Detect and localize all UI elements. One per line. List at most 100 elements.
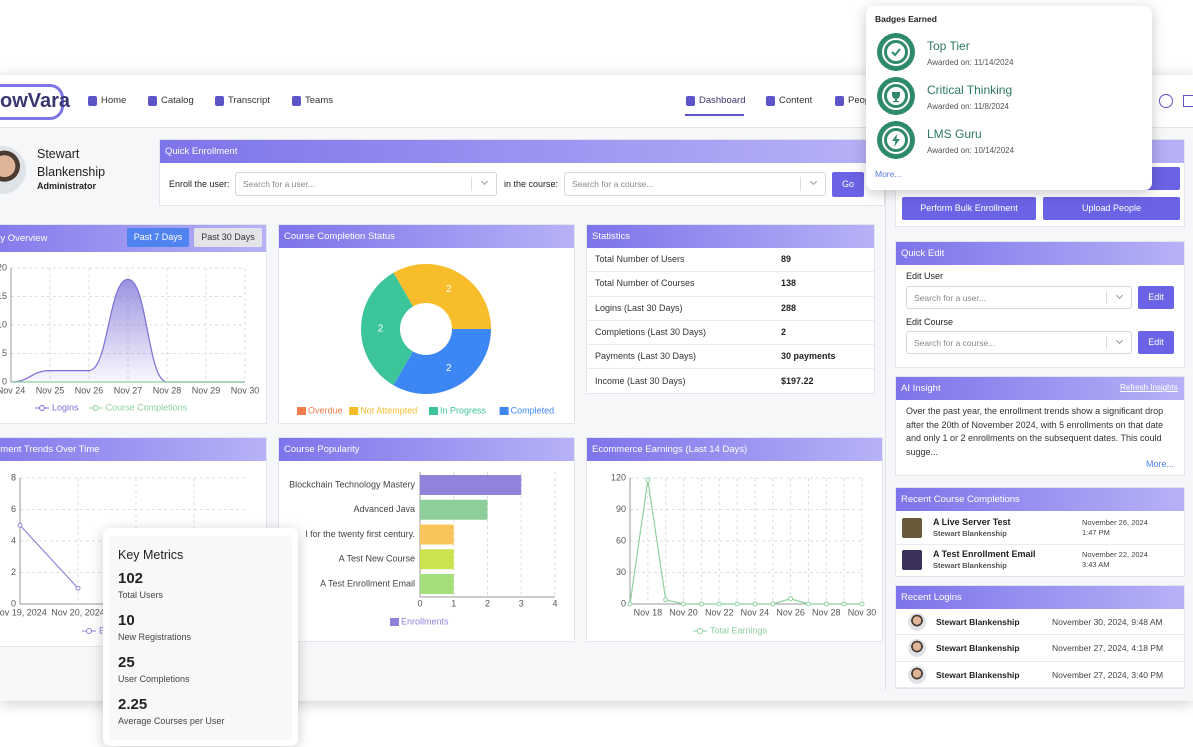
table-row: Income (Last 30 Days) $197.22	[587, 370, 874, 393]
nav-link[interactable]: Transcript	[228, 95, 270, 106]
button[interactable]: Edit	[1138, 286, 1174, 309]
point	[788, 596, 794, 602]
nav-link[interactable]: People	[848, 95, 878, 106]
badge-date: Awarded on: 11/8/2024	[927, 102, 1009, 111]
y-tick-label: 60	[616, 535, 626, 545]
row-label: Payments (Last 30 Days)	[595, 351, 697, 362]
search-input[interactable]: Search for a user...	[906, 286, 1132, 309]
label: Edit Course	[906, 317, 954, 327]
point	[698, 601, 704, 607]
button[interactable]: Edit	[1138, 331, 1174, 354]
x-tick-label: 4	[552, 598, 557, 608]
help-icon[interactable]	[1159, 94, 1173, 108]
y-tick-label: 8	[11, 472, 16, 482]
panel-header	[160, 140, 884, 163]
time: 1:47 PM	[1082, 528, 1110, 537]
y-tick-label: 2	[11, 567, 16, 577]
legend-marker	[86, 628, 92, 634]
nav-icon	[148, 96, 157, 106]
chart: 2 2 2 Overdue Not Attempted In Progress Comple…	[297, 263, 554, 415]
login-item: Stewart Blankenship November 27, 2024, 4:…	[896, 635, 1184, 662]
row-value: 30 payments	[781, 351, 836, 362]
legend-label: Enrollments	[401, 616, 449, 626]
badge-name: Top Tier	[927, 39, 970, 53]
button[interactable]: Past 7 Days	[127, 228, 189, 247]
area	[11, 279, 245, 382]
button[interactable]: Perform Bulk Enrollment	[902, 197, 1036, 220]
time: 3:43 AM	[1082, 560, 1110, 569]
nav-link[interactable]: Dashboard	[699, 95, 746, 106]
user-name: Stewart Blankenship	[37, 147, 106, 179]
button[interactable]: Go	[832, 172, 864, 197]
x-tick-label: Nov 30	[231, 385, 260, 395]
logo-ring	[0, 84, 64, 120]
panel-title: Quick Edit	[901, 247, 945, 259]
label: Enroll the user:	[169, 179, 230, 189]
refresh-link[interactable]: Refresh Insights	[1120, 383, 1178, 392]
legend-swatch	[349, 407, 359, 415]
point	[681, 601, 687, 607]
y-tick-label: Blockchain Technology Mastery	[289, 479, 415, 489]
row-value: 288	[781, 302, 797, 313]
card-title: Key Metrics	[118, 548, 184, 562]
metric-label: User Completions	[118, 674, 190, 684]
panel-title: Course Popularity	[284, 443, 360, 455]
key-metrics-inner: Key Metrics 102 Total Users 10 New Registrat…	[109, 536, 292, 740]
legend-label: Total Earnings	[710, 625, 768, 635]
button-label: Upload People	[1081, 202, 1142, 213]
user-name: Stewart Blankenship	[936, 617, 1020, 627]
legend-label: In Progress	[440, 405, 487, 415]
login-item: Stewart Blankenship November 30, 2024, 9:…	[896, 609, 1184, 636]
pie-slice	[393, 329, 491, 394]
logout-icon[interactable]	[1183, 95, 1193, 107]
placeholder: Search for a course...	[572, 179, 654, 189]
ecommerce-earnings: Ecommerce Earnings (Last 14 Days) 0 30 60 90…	[586, 437, 883, 642]
search-input[interactable]: Search for a user...	[235, 172, 497, 196]
x-tick-label: Nov 30	[848, 607, 877, 617]
course-name: A Live Server Test	[933, 517, 1011, 527]
nav-underline	[685, 114, 744, 116]
badge-ring	[882, 82, 910, 110]
panel-header	[896, 242, 1184, 265]
date: November 26, 2024	[1082, 518, 1148, 527]
placeholder: Search for a user...	[914, 292, 986, 303]
nav-icon	[766, 96, 775, 106]
avatar	[908, 613, 926, 631]
y-tick-label: 15	[0, 291, 7, 301]
y-tick-label: 120	[611, 472, 626, 482]
row-label: Total Number of Users	[595, 254, 685, 264]
badge-glyph	[887, 87, 905, 105]
legend-label: Overdue	[308, 405, 343, 415]
search-input[interactable]: Search for a course...	[564, 172, 826, 196]
legend-label: Logins	[52, 402, 79, 412]
search-input[interactable]: Search for a course...	[906, 331, 1132, 354]
point	[627, 601, 633, 607]
row-value: 2	[781, 326, 787, 337]
bar	[420, 475, 522, 495]
label: Edit User	[906, 271, 944, 281]
y-tick-label: 10	[0, 319, 7, 329]
y-tick-label: 6	[11, 504, 16, 514]
nav-link[interactable]: Content	[779, 95, 813, 106]
x-tick-label: Nov 19, 2024	[0, 607, 47, 617]
y-tick-label: A Test New Course	[339, 554, 415, 564]
badge-date: Awarded on: 10/14/2024	[927, 146, 1015, 155]
badge-name: Critical Thinking	[927, 83, 1013, 97]
panel-header	[896, 377, 1184, 400]
line	[19, 524, 79, 589]
metric-value: 102	[118, 570, 144, 587]
legend-swatch	[499, 407, 509, 415]
more-link[interactable]: More...	[875, 169, 902, 179]
nav-link[interactable]: Teams	[305, 95, 333, 106]
metric-value: 10	[118, 612, 135, 629]
button[interactable]: Past 30 Days	[194, 228, 262, 247]
ai-insight: AI Insight Refresh Insights Over the past …	[895, 376, 1185, 476]
bar	[420, 524, 454, 545]
x-tick-label: Nov 26	[75, 385, 104, 395]
nav-link[interactable]: Home	[101, 95, 127, 106]
y-tick-label: 0	[11, 598, 16, 608]
nav-link[interactable]: Catalog	[161, 95, 194, 106]
button[interactable]: Upload People	[1043, 197, 1180, 220]
badge-glyph	[887, 43, 905, 61]
more-link[interactable]: More...	[1146, 459, 1175, 469]
